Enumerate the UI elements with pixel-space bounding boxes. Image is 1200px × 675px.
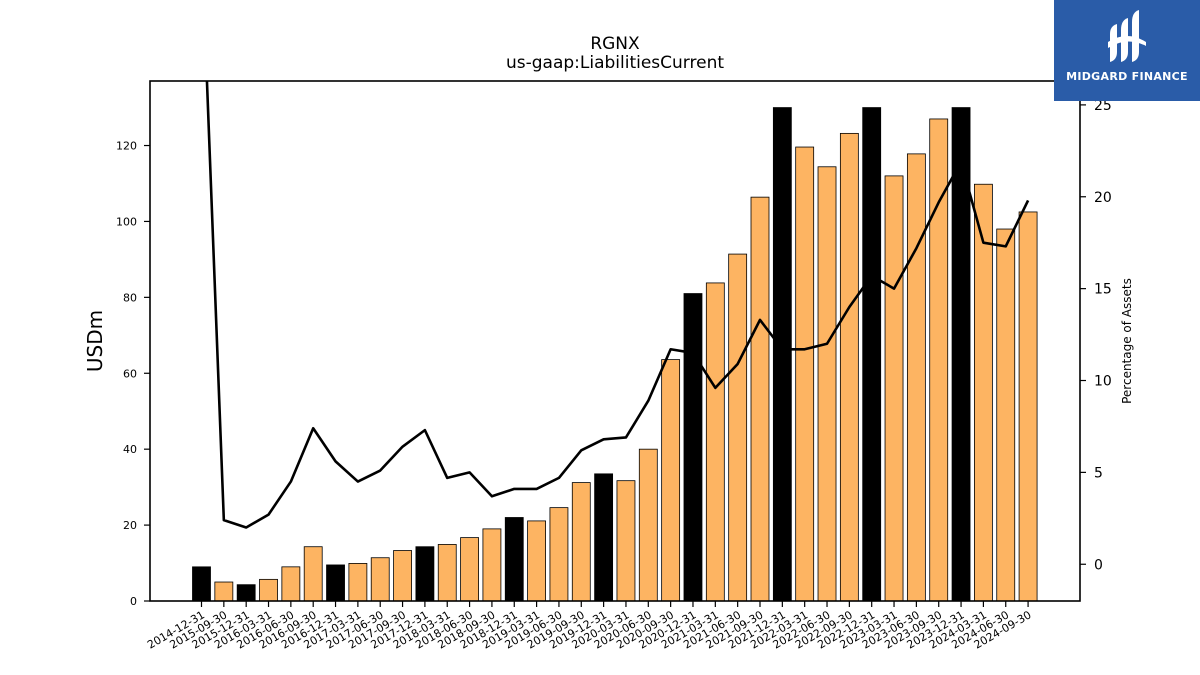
bar-2022-06-30: [817, 166, 837, 602]
y2-axis-label: Percentage of Assets: [1120, 278, 1134, 404]
percentage-line: [205, 81, 1030, 529]
bar-2022-12-31: [862, 107, 882, 602]
brand-logo: MIDGARD FINANCE: [1054, 0, 1200, 101]
y-axis-label: USDm: [83, 310, 107, 372]
bar-2019-06-30: [549, 507, 569, 602]
bar-2020-12-31: [683, 293, 703, 602]
logo-mark-icon: [1108, 10, 1146, 62]
logo-text: MIDGARD FINANCE: [1066, 70, 1188, 83]
bar-2021-09-30: [750, 196, 770, 602]
bar-2021-12-31: [772, 107, 792, 602]
bar-2018-03-31: [437, 544, 457, 602]
bar-2024-03-31: [974, 183, 993, 602]
bar-2023-06-30: [906, 153, 926, 602]
bar-2019-09-30: [571, 482, 591, 602]
axes: 02040608010012005101520252014-12-312015-…: [116, 80, 1112, 652]
bar-2017-09-30: [393, 550, 412, 602]
y2-tick-label: 5: [1094, 465, 1103, 481]
bar-2022-09-30: [839, 132, 859, 602]
y2-tick-label: 10: [1094, 374, 1112, 390]
bar-2016-12-31: [326, 564, 345, 602]
y2-tick-label: 15: [1094, 282, 1112, 298]
bar-2022-03-31: [795, 146, 815, 602]
y-tick-label: 20: [123, 519, 137, 532]
bar-2014-12-31: [192, 566, 211, 602]
y-tick-label: 0: [130, 595, 137, 608]
bar-2024-09-30: [1018, 211, 1038, 602]
bar-2018-06-30: [460, 537, 479, 602]
bar-2019-03-31: [527, 520, 546, 602]
y2-tick-label: 0: [1094, 557, 1103, 573]
bar-2021-06-30: [728, 253, 748, 602]
y-tick-label: 60: [123, 367, 137, 380]
y2-tick-label: 25: [1094, 98, 1112, 114]
bar-2018-09-30: [482, 528, 502, 602]
bar-2023-03-31: [884, 175, 904, 602]
bar-2021-03-31: [705, 282, 725, 602]
y-tick-label: 120: [116, 140, 137, 153]
bar-2019-12-31: [594, 473, 614, 602]
y-tick-label: 100: [116, 215, 137, 228]
bar-2017-03-31: [348, 563, 368, 602]
chart-title: RGNX: [590, 34, 640, 54]
line-series: [205, 81, 1030, 529]
y2-tick-label: 20: [1094, 190, 1112, 206]
chart-subtitle: us-gaap:LiabilitiesCurrent: [506, 53, 724, 73]
y-tick-label: 40: [123, 443, 137, 456]
bar-2016-09-30: [303, 546, 323, 602]
bar-2020-06-30: [638, 448, 658, 602]
bar-2018-12-31: [504, 517, 524, 602]
bar-2016-06-30: [281, 566, 301, 602]
bar-2020-03-31: [616, 480, 636, 602]
bar-2016-03-31: [259, 578, 278, 602]
bar-2015-12-31: [236, 584, 256, 602]
bar-2024-06-30: [996, 228, 1016, 602]
plot-frame: [149, 80, 1081, 602]
bar-2015-09-30: [214, 581, 234, 602]
bar-series: [192, 107, 1038, 602]
bar-2017-12-31: [415, 546, 435, 602]
bar-2017-06-30: [370, 557, 390, 602]
bar-2020-09-30: [661, 359, 681, 602]
y-tick-label: 80: [123, 291, 137, 304]
